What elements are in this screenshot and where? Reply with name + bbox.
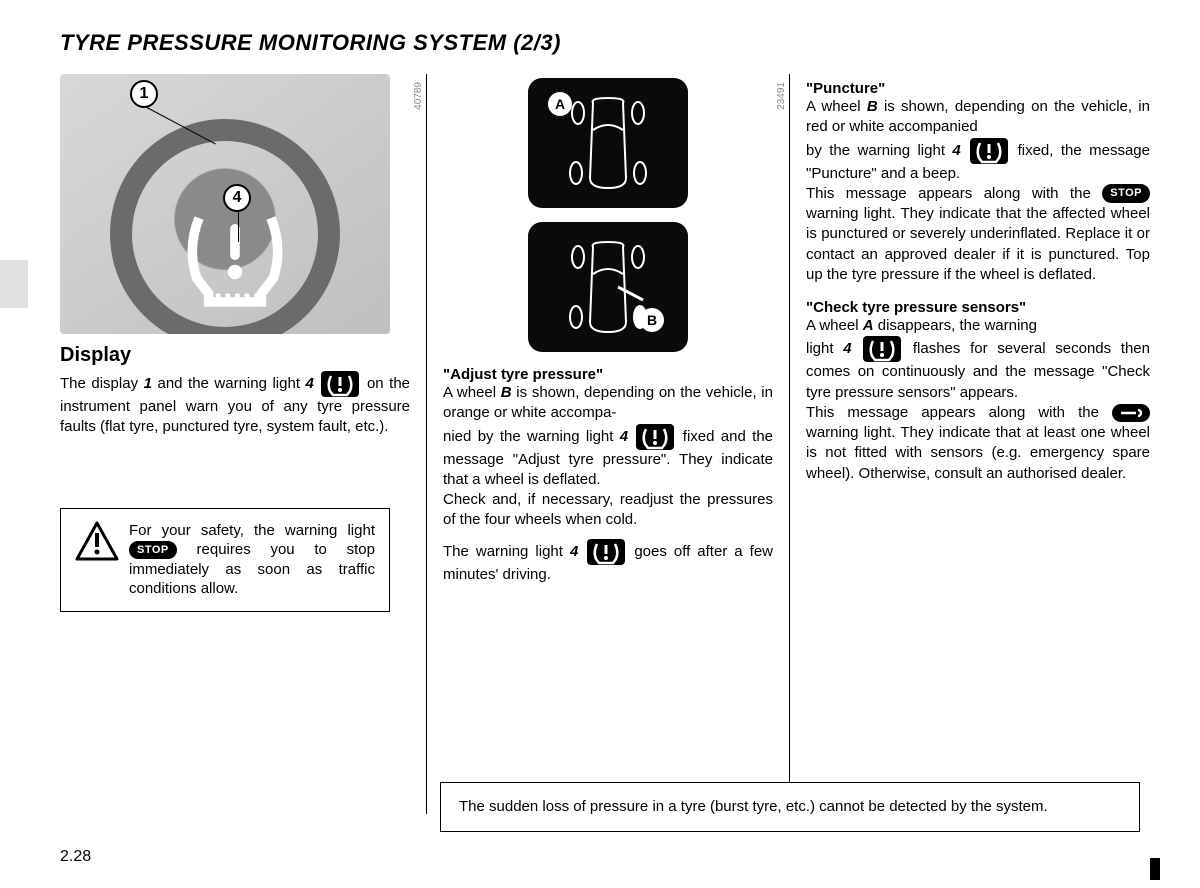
display-paragraph: The display 1 and the warning light 4 on… (60, 371, 410, 438)
txt: A wheel (806, 317, 863, 334)
callout-1: 1 (130, 80, 158, 108)
callout-1-label: 1 (140, 85, 149, 103)
column-1: 1 4 40789 Display The display 1 and the … (60, 74, 420, 814)
tpms-warning-icon-large (175, 204, 295, 304)
txt: warning light. They indicate that at lea… (806, 424, 1150, 482)
diagram-label-b: B (640, 308, 664, 332)
sensors-p3: This message appears along with the warn… (806, 403, 1150, 484)
side-tab (0, 260, 28, 308)
adjust-p2: nied by the warning light 4 fixed and th… (443, 424, 773, 491)
ref-4: 4 (952, 141, 960, 158)
tpms-icon (636, 424, 674, 450)
tpms-icon (970, 138, 1008, 164)
txt: nied by the warning light (443, 427, 620, 444)
page-title: TYRE PRESSURE MONITORING SYSTEM (2/3) (60, 30, 1160, 56)
page-number: 2.28 (60, 848, 91, 866)
tpms-icon (863, 336, 901, 362)
title-page-count: (2/3) (513, 30, 561, 55)
txt: For your safety, the warning light (129, 522, 375, 539)
puncture-heading: "Puncture" (806, 80, 1150, 97)
title-text: TYRE PRESSURE MONITORING SYSTEM (60, 30, 507, 55)
photo-id-1: 40789 (413, 82, 424, 110)
content-columns: 1 4 40789 Display The display 1 and the … (60, 74, 1160, 814)
leader-line-4 (238, 212, 239, 242)
txt: A wheel (806, 98, 867, 115)
ref-4: 4 (620, 427, 628, 444)
txt: by the warning light (806, 141, 952, 158)
stop-pill-icon: STOP (1102, 184, 1150, 203)
txt: flashes for several seconds then comes o… (806, 340, 1150, 400)
ref-4: 4 (843, 340, 851, 357)
ref-4: 4 (570, 542, 578, 559)
bottom-note-box: The sudden loss of pressure in a tyre (b… (440, 782, 1140, 832)
column-divider-1 (426, 74, 427, 814)
corner-mark (1150, 858, 1160, 880)
stop-pill-icon: STOP (129, 541, 177, 559)
puncture-p1: A wheel B is shown, depending on the veh… (806, 97, 1150, 138)
adjust-heading: "Adjust tyre pressure" (443, 366, 773, 383)
column-divider-2 (789, 74, 790, 814)
ref-4: 4 (306, 375, 314, 392)
sensors-p2: light 4 flashes for several seconds then… (806, 336, 1150, 403)
tpms-icon (587, 539, 625, 565)
adjust-p3: Check and, if necessary, readjust the pr… (443, 490, 773, 531)
display-heading: Display (60, 344, 410, 367)
txt: light (806, 340, 843, 357)
txt: A wheel (443, 384, 501, 401)
warning-triangle-icon (75, 521, 119, 599)
ref-b: B (501, 384, 512, 401)
txt: The warning light (443, 542, 570, 559)
adjust-p4: The warning light 4 goes off after a few… (443, 539, 773, 585)
puncture-p2: by the warning light 4 fixed, the messag… (806, 138, 1150, 184)
photo-id-2: 23491 (776, 82, 787, 110)
txt: This message appears along with the (806, 404, 1112, 421)
warning-text: For your safety, the warning light STOP … (129, 521, 375, 599)
sensors-p1: A wheel A disappears, the warning (806, 316, 1150, 336)
wrench-pill-icon (1112, 404, 1150, 422)
txt: and the warning light (152, 375, 306, 392)
callout-4: 4 (223, 184, 251, 212)
txt: The display (60, 375, 144, 392)
dashboard-photo: 1 4 (60, 74, 390, 334)
callout-4-label: 4 (233, 189, 242, 207)
column-2: A B 23491 "Adjust tyre pressure" A wheel… (433, 74, 783, 814)
txt: This message appears along with the (806, 185, 1102, 202)
bottom-note-text: The sudden loss of pressure in a tyre (b… (459, 798, 1048, 815)
puncture-p3: This message appears along with the STOP… (806, 184, 1150, 285)
tpms-icon (321, 371, 359, 397)
txt: warning light. They indicate that the af… (806, 205, 1150, 283)
diagram-a: A (528, 78, 688, 208)
column-3: "Puncture" A wheel B is shown, depending… (796, 74, 1160, 814)
ref-1: 1 (144, 375, 152, 392)
safety-warning-box: For your safety, the warning light STOP … (60, 508, 390, 612)
ref-a: A (863, 317, 874, 334)
txt: disappears, the warning (874, 317, 1037, 334)
diagram-b: B (528, 222, 688, 352)
adjust-p1: A wheel B is shown, depending on the veh… (443, 383, 773, 424)
sensors-heading: "Check tyre pressure sensors" (806, 299, 1150, 316)
ref-b: B (867, 98, 878, 115)
diagram-label-a: A (548, 92, 572, 116)
